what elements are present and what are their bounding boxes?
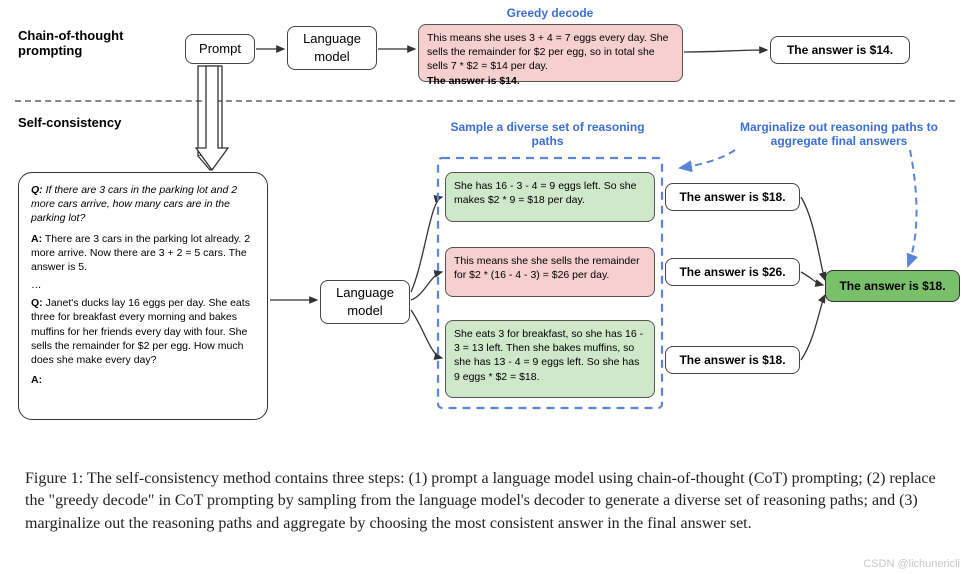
a2-label: A: xyxy=(31,374,42,386)
path1-answer: The answer is $18. xyxy=(665,183,800,211)
path2-answer-text: The answer is $26. xyxy=(679,264,785,280)
cot-title: Chain-of-thought prompting xyxy=(18,28,168,58)
sc-title: Self-consistency xyxy=(18,115,121,130)
prompt-q2: Q: Janet's ducks lay 16 eggs per day. Sh… xyxy=(31,296,255,367)
watermark-text: CSDN @lichunericli xyxy=(863,558,960,570)
prompt-examples-box: Q: If there are 3 cars in the parking lo… xyxy=(18,172,268,420)
lm-node-top-label: Language model xyxy=(296,30,368,65)
prompt-node-label: Prompt xyxy=(199,40,241,58)
separator xyxy=(15,100,955,102)
path1-answer-text: The answer is $18. xyxy=(679,189,785,205)
q2-text: Janet's ducks lay 16 eggs per day. She e… xyxy=(31,297,250,366)
sc-title-text: Self-consistency xyxy=(18,115,121,130)
path3-answer-text: The answer is $18. xyxy=(679,352,785,368)
a1-label: A: xyxy=(31,233,42,245)
lm-node-top: Language model xyxy=(287,26,377,70)
final-answer-box: The answer is $18. xyxy=(825,270,960,302)
path2-box: This means she she sells the remainder f… xyxy=(445,247,655,297)
prompt-a1: A: There are 3 cars in the parking lot a… xyxy=(31,232,255,275)
top-answer-text: The answer is $14. xyxy=(787,42,893,58)
figure-caption: Figure 1: The self-consistency method co… xyxy=(25,468,945,535)
path3-box: She eats 3 for breakfast, so she has 16 … xyxy=(445,320,655,398)
q2-label: Q: xyxy=(31,297,43,309)
q1-text: If there are 3 cars in the parking lot a… xyxy=(31,184,237,224)
greedy-output-box: This means she uses 3 + 4 = 7 eggs every… xyxy=(418,24,683,82)
final-answer-text: The answer is $18. xyxy=(839,278,945,294)
prompt-node: Prompt xyxy=(185,34,255,64)
path2-answer: The answer is $26. xyxy=(665,258,800,286)
path2-text: This means she she sells the remainder f… xyxy=(454,255,640,281)
path1-text: She has 16 - 3 - 4 = 9 eggs left. So she… xyxy=(454,180,636,206)
path3-text: She eats 3 for breakfast, so she has 16 … xyxy=(454,328,643,383)
marginalize-text: Marginalize out reasoning paths to aggre… xyxy=(740,120,938,148)
sample-paths-text: Sample a diverse set of reasoning paths xyxy=(450,120,644,148)
prompt-a2: A: xyxy=(31,373,255,387)
q1-label: Q: xyxy=(31,184,43,196)
greedy-output-text: This means she uses 3 + 4 = 7 eggs every… xyxy=(427,32,668,72)
lm-node-bottom-label: Language model xyxy=(329,284,401,319)
greedy-label-text: Greedy decode xyxy=(507,6,594,20)
diagram: Chain-of-thought prompting Prompt Langua… xyxy=(0,0,970,460)
a1-text: There are 3 cars in the parking lot alre… xyxy=(31,233,250,273)
sample-paths-label: Sample a diverse set of reasoning paths xyxy=(440,120,655,149)
prompt-dots: … xyxy=(31,278,255,292)
greedy-output-bold: The answer is $14. xyxy=(427,74,674,88)
path1-box: She has 16 - 3 - 4 = 9 eggs left. So she… xyxy=(445,172,655,222)
caption-text: Figure 1: The self-consistency method co… xyxy=(25,470,936,532)
path3-answer: The answer is $18. xyxy=(665,346,800,374)
top-answer-box: The answer is $14. xyxy=(770,36,910,64)
prompt-q1: Q: If there are 3 cars in the parking lo… xyxy=(31,183,255,226)
watermark: CSDN @lichunericli xyxy=(863,558,960,570)
marginalize-label: Marginalize out reasoning paths to aggre… xyxy=(728,120,950,149)
cot-title-text: Chain-of-thought prompting xyxy=(18,28,123,58)
greedy-label: Greedy decode xyxy=(475,6,625,20)
lm-node-bottom: Language model xyxy=(320,280,410,324)
